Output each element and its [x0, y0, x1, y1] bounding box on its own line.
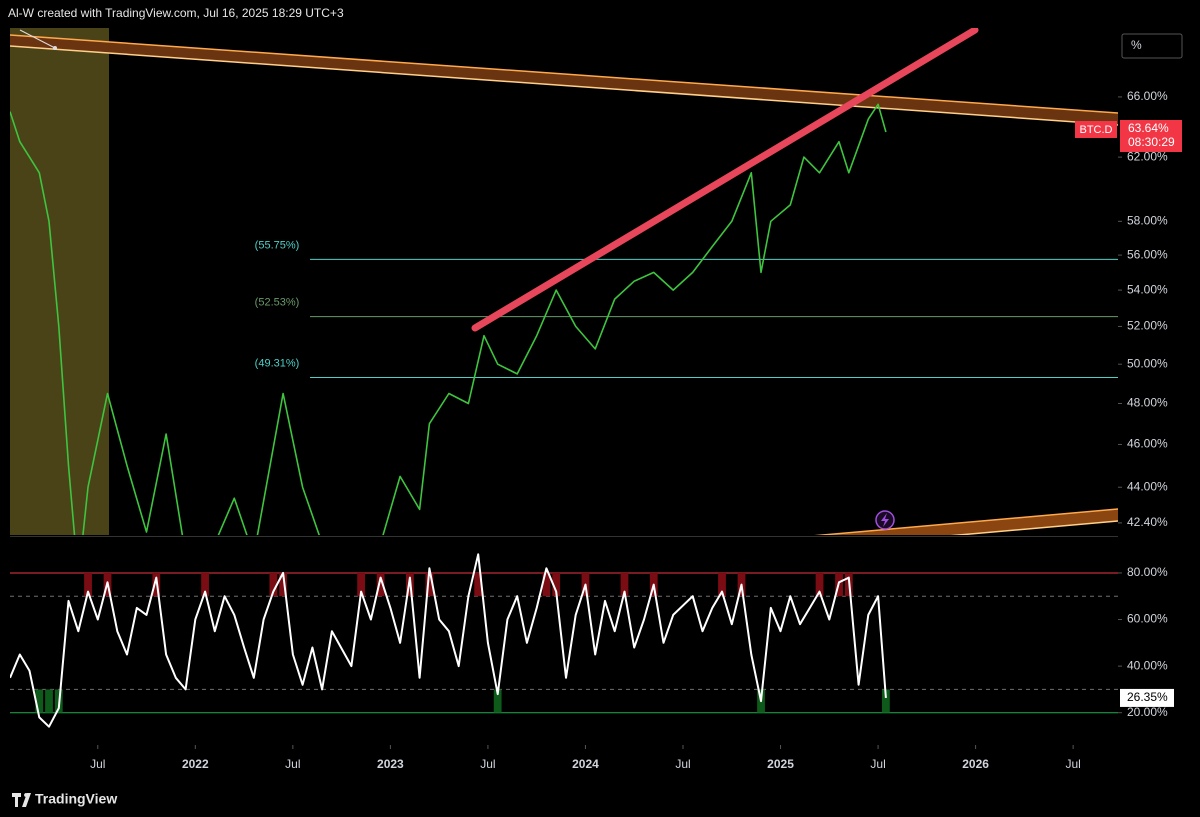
overbought-bar [474, 572, 483, 597]
x-tick-label: Jul [480, 757, 495, 771]
toolbar-button[interactable]: % [1121, 33, 1183, 59]
resistance-channel [10, 35, 1118, 125]
level-label: (52.53%) [255, 297, 300, 309]
series-line [10, 103, 887, 535]
y-tick-label: 58.00% [1127, 213, 1168, 227]
footer: TradingView [12, 791, 117, 807]
y-tick-label: 80.00% [1127, 565, 1168, 579]
x-tick-label: 2025 [767, 757, 794, 771]
overbought-bar [815, 572, 824, 597]
x-tick-label: Jul [90, 757, 105, 771]
y-tick-label: 54.00% [1127, 282, 1168, 296]
trendline-group [471, 28, 979, 332]
x-tick-label: 2024 [572, 757, 599, 771]
y-tick-label: 60.00% [1127, 612, 1168, 626]
last-value-label: 63.64% [1128, 121, 1169, 135]
drawings [10, 28, 1118, 535]
x-tick-label: Jul [285, 757, 300, 771]
x-tick-label: Jul [675, 757, 690, 771]
series-line [10, 553, 887, 728]
overbought-bar [269, 572, 278, 597]
channel-edge [950, 520, 1118, 535]
overbought-bar [357, 572, 366, 597]
overbought-bar [201, 572, 209, 597]
channel-edge [10, 45, 1118, 126]
last-value-label: 26.35% [1127, 690, 1168, 704]
y-tick-label: 40.00% [1127, 658, 1168, 672]
brand-name: TradingView [35, 791, 117, 807]
overbought-bar [84, 572, 92, 597]
x-tick-label: Jul [1065, 757, 1080, 771]
overbought-bar [425, 572, 434, 597]
x-tick-label: 2026 [962, 757, 989, 771]
overbought-bar [552, 572, 561, 597]
y-tick-label: 50.00% [1127, 356, 1168, 370]
overbought-bar [542, 572, 551, 597]
oversold-bar [493, 689, 502, 713]
header-text: Al-W created with TradingView.com, Jul 1… [8, 6, 344, 20]
last-value-box [1120, 688, 1174, 707]
x-tick-label: Jul [870, 757, 885, 771]
level-label: (55.75%) [255, 239, 300, 251]
overbought-bar [620, 572, 629, 597]
channel-edge [814, 508, 1118, 535]
marker-dot [53, 46, 57, 50]
countdown: 08:30:29 [1128, 135, 1175, 149]
trendline [471, 28, 979, 332]
y-tick-label: 48.00% [1127, 396, 1168, 410]
brand-logo [12, 793, 31, 807]
alert-bolt[interactable] [881, 513, 889, 527]
scale-box[interactable] [1121, 33, 1183, 59]
symbol-label: BTC.D [1080, 124, 1113, 136]
overbought-bar [376, 572, 385, 597]
oscillator-pane: 80.00% 60.00% 40.00% 20.00%26.35% Jul 2022 Jul… [10, 553, 1174, 771]
channel-edge [10, 34, 1118, 114]
x-tick-label: 2023 [377, 757, 404, 771]
overbought-bar [279, 572, 287, 597]
oversold-bar [881, 689, 890, 713]
oversold-bar [35, 689, 44, 713]
highlight-zone [10, 28, 109, 535]
y-tick-label: 20.00% [1127, 705, 1168, 719]
y-tick-label: 46.00% [1127, 437, 1168, 451]
last-value-box [1120, 119, 1182, 152]
marker-line [19, 29, 56, 49]
y-tick-label: 52.00% [1127, 319, 1168, 333]
y-tick-label: 44.00% [1127, 479, 1168, 493]
symbol-box [1075, 120, 1117, 138]
x-tick-label: 2022 [182, 757, 209, 771]
oversold-bar [45, 689, 53, 713]
overbought-bar [718, 572, 726, 597]
level-label: (49.31%) [255, 357, 300, 369]
y-tick-label: 62.00% [1127, 149, 1168, 163]
y-tick-label: 42.40% [1127, 515, 1168, 529]
scale-mode[interactable]: % [1131, 38, 1142, 52]
price-pane: (55.75%) (52.53%) (49.31%) 66.00% 62.00% 58.0… [10, 89, 1182, 535]
alert-icon[interactable] [875, 510, 895, 530]
y-tick-label: 66.00% [1127, 89, 1168, 103]
y-tick-label: 56.00% [1127, 247, 1168, 261]
